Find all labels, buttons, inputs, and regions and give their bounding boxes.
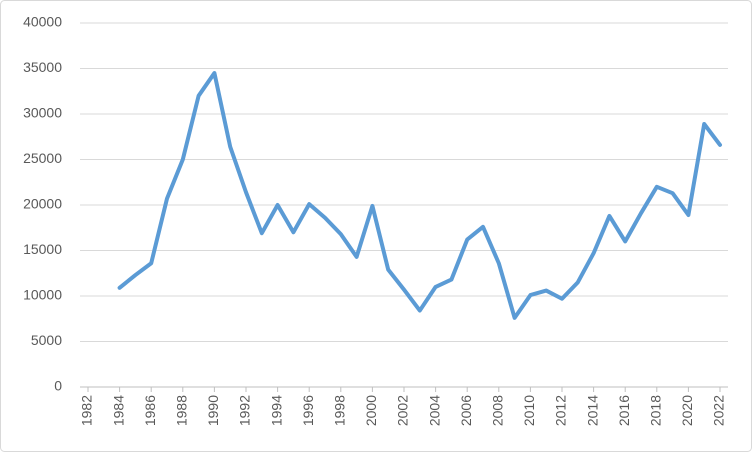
x-tick-label: 2000 — [363, 395, 379, 426]
x-tick-label: 2006 — [458, 395, 474, 426]
x-tick-label: 1992 — [237, 395, 253, 426]
data-line — [117, 71, 722, 320]
y-tick-label: 0 — [54, 378, 62, 394]
x-tick-label: 2010 — [521, 395, 537, 426]
x-tick-label: 2012 — [553, 395, 569, 426]
x-tick-label: 1984 — [110, 395, 126, 426]
x-tick-label: 2022 — [711, 395, 727, 426]
y-tick-label: 10000 — [23, 287, 62, 303]
x-tick-label: 2020 — [679, 395, 695, 426]
x-tick-label: 1998 — [332, 395, 348, 426]
y-tick-label: 40000 — [23, 14, 62, 30]
y-tick-label: 25000 — [23, 150, 62, 166]
x-tick-label: 2014 — [584, 395, 600, 426]
x-tick-label: 1988 — [174, 395, 190, 426]
x-tick-label: 1996 — [300, 395, 316, 426]
x-tick-label: 2018 — [648, 395, 664, 426]
y-tick-label: 20000 — [23, 196, 62, 212]
y-tick-label: 35000 — [23, 59, 62, 75]
x-tick-label: 1990 — [205, 395, 221, 426]
y-tick-label: 15000 — [23, 241, 62, 257]
x-tick-label: 2002 — [395, 395, 411, 426]
y-tick-label: 30000 — [23, 105, 62, 121]
x-tick-label: 1982 — [79, 395, 95, 426]
x-tick-label: 2008 — [490, 395, 506, 426]
x-tick-label: 1994 — [268, 395, 284, 426]
x-tick-label: 2016 — [616, 395, 632, 426]
y-tick-label: 5000 — [31, 332, 62, 348]
x-tick-label: 2004 — [426, 395, 442, 426]
x-tick-label: 1986 — [142, 395, 158, 426]
